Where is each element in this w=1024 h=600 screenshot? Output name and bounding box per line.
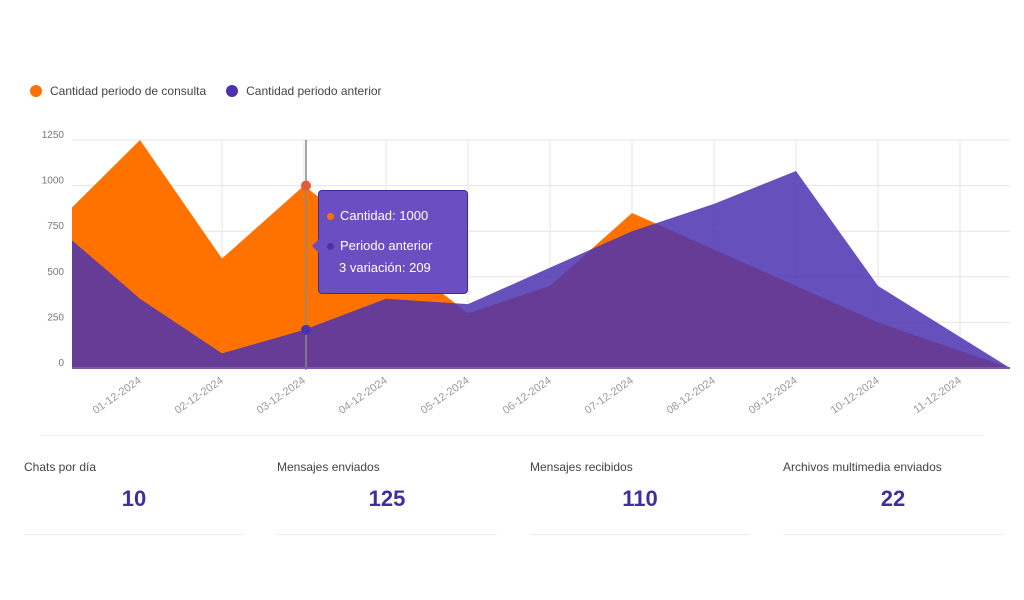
x-tick-label: 05-12-2024 — [419, 375, 472, 417]
hover-point-current — [301, 180, 311, 191]
legend-previous-label: Cantidad periodo anterior — [246, 84, 382, 98]
data-point-current[interactable] — [466, 311, 470, 315]
data-point-current[interactable] — [138, 138, 142, 142]
stat-underline — [530, 534, 750, 535]
x-tick-label: 01-12-2024 — [91, 375, 144, 417]
stat-messages-sent: Mensajes enviados 125 — [277, 460, 497, 535]
stat-media-sent: Archivos multimedia enviados 22 — [783, 460, 1003, 535]
stat-underline — [277, 534, 497, 535]
data-point-current[interactable] — [630, 211, 634, 215]
section-divider — [40, 435, 984, 436]
stat-underline — [783, 534, 1003, 535]
stat-underline — [24, 534, 244, 535]
tooltip-current-dot — [327, 212, 334, 220]
hover-point-previous — [301, 324, 311, 335]
area-chart: 0 250 500 750 1000 1250 01-12-2024 02-12-2024 03… — [42, 130, 1010, 417]
stat-value: 22 — [880, 486, 906, 511]
x-tick-label: 09-12-2024 — [747, 375, 800, 417]
x-tick-label: 03-12-2024 — [255, 375, 308, 417]
x-tick-label: 08-12-2024 — [665, 375, 718, 417]
legend-item-previous[interactable]: Cantidad periodo anterior — [226, 84, 382, 98]
data-point-current[interactable] — [548, 284, 552, 288]
x-tick-label: 07-12-2024 — [583, 375, 636, 417]
x-tick-label: 10-12-2024 — [829, 375, 882, 417]
legend-item-current[interactable]: Cantidad periodo de consulta — [30, 84, 206, 98]
x-tick-label: 04-12-2024 — [337, 375, 390, 417]
chart-legend: Cantidad periodo de consulta Cantidad pe… — [30, 84, 382, 98]
data-point-current[interactable] — [220, 257, 224, 261]
y-tick-label: 1000 — [42, 176, 65, 187]
legend-current-dot — [30, 85, 42, 97]
data-point-current[interactable] — [794, 284, 798, 288]
x-tick-label: 06-12-2024 — [501, 375, 554, 417]
stat-messages-received: Mensajes recibidos 110 — [530, 460, 750, 535]
stat-label: Mensajes recibidos — [530, 460, 633, 474]
data-point-previous[interactable] — [630, 229, 634, 233]
stat-label: Mensajes enviados — [277, 460, 380, 474]
stat-label: Chats por día — [24, 460, 97, 474]
series-area-previous — [72, 171, 1010, 368]
y-tick-label: 500 — [47, 267, 64, 278]
data-point-current[interactable] — [876, 320, 880, 324]
chart-tooltip: Cantidad: 1000 Periodo anterior 3 variac… — [312, 190, 468, 294]
data-point-previous[interactable] — [548, 266, 552, 270]
tooltip-current-text: Cantidad: 1000 — [340, 208, 429, 223]
legend-previous-dot — [226, 85, 239, 97]
stat-label: Archivos multimedia enviados — [783, 460, 942, 474]
x-tick-label: 11-12-2024 — [911, 375, 963, 417]
data-point-previous[interactable] — [794, 169, 798, 173]
stat-value: 110 — [622, 486, 658, 511]
tooltip-current-row: Cantidad: 1000 — [327, 205, 459, 227]
stat-value: 10 — [121, 486, 147, 511]
y-tick-label: 1250 — [42, 130, 65, 141]
y-tick-label: 750 — [47, 221, 64, 232]
tooltip-previous-line2: 3 variación: 209 — [339, 260, 431, 276]
tooltip-previous-row: Periodo anterior — [327, 235, 459, 257]
legend-current-label: Cantidad periodo de consulta — [50, 84, 207, 98]
tooltip-previous-line1: Periodo anterior — [340, 238, 433, 254]
stat-value: 125 — [368, 486, 406, 511]
data-point-previous[interactable] — [220, 351, 224, 355]
data-point-previous[interactable] — [876, 284, 880, 288]
stat-chats-per-day: Chats por día 10 — [24, 460, 244, 535]
y-tick-label: 250 — [47, 312, 64, 323]
tooltip-previous-dot — [327, 242, 334, 250]
data-point-previous[interactable] — [466, 302, 470, 306]
data-point-previous[interactable] — [138, 297, 142, 301]
data-point-previous[interactable] — [384, 297, 388, 301]
y-tick-label: 0 — [58, 358, 64, 369]
x-tick-label: 02-12-2024 — [173, 375, 226, 417]
data-point-current[interactable] — [712, 247, 716, 251]
data-point-previous[interactable] — [712, 202, 716, 206]
